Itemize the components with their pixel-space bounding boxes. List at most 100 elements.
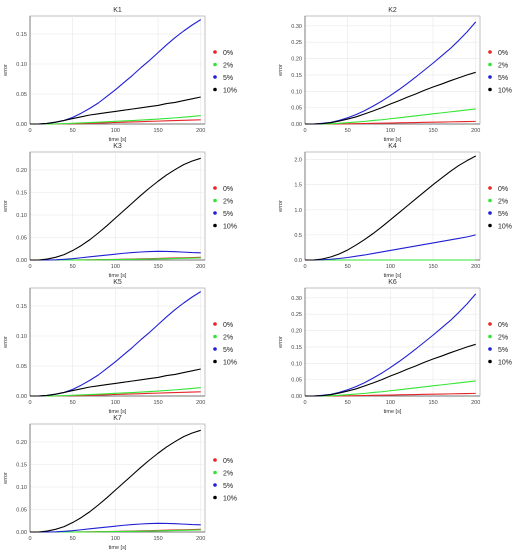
y-tick-label: 0.00: [291, 122, 302, 128]
legend-marker-0pct: [488, 50, 492, 54]
legend-label: 5%: [223, 347, 233, 354]
legend-marker-2pct: [213, 198, 217, 203]
chart-title: K1: [113, 7, 122, 14]
x-tick-label: 150: [153, 536, 162, 542]
chart-title: K7: [113, 415, 122, 422]
x-tick-label: 50: [70, 400, 76, 406]
plot-frame: [29, 151, 206, 261]
x-tick-label: 200: [471, 128, 480, 134]
legend-label: 5%: [223, 483, 233, 490]
series-line-10pct: [30, 96, 201, 125]
y-tick-label: 0.10: [16, 213, 27, 219]
x-tick-label: 150: [428, 128, 437, 134]
x-tick-label: 100: [111, 128, 120, 134]
legend-label: 0%: [498, 322, 508, 329]
y-tick-label: 0.05: [16, 92, 27, 98]
legend-label: 5%: [498, 347, 508, 354]
y-tick-label: 2.0: [294, 158, 302, 164]
series-line-2pct: [30, 115, 201, 125]
plot-frame: [29, 287, 206, 397]
y-tick-label: 0.05: [291, 378, 302, 384]
legend-label: 2%: [498, 63, 508, 70]
x-tick-label: 200: [471, 400, 480, 406]
legend-marker-10pct: [213, 223, 217, 228]
legend-marker-0pct: [213, 458, 217, 462]
legend-label: 2%: [498, 335, 508, 342]
legend-label: 5%: [498, 211, 508, 218]
y-tick-label: 0.5: [294, 233, 302, 239]
legend-label: 2%: [223, 471, 233, 478]
series-line-10pct: [30, 157, 201, 261]
y-axis-label: error: [3, 472, 9, 484]
series-line-10pct: [305, 71, 476, 125]
x-tick-label: 200: [196, 128, 205, 134]
x-tick-label: 0: [303, 264, 306, 270]
x-tick-label: 100: [111, 400, 120, 406]
x-tick-label: 150: [153, 128, 162, 134]
series-line-5pct: [30, 522, 201, 533]
series-line-5pct: [305, 234, 476, 261]
legend-label: 10%: [223, 360, 237, 367]
x-axis-label: time [s]: [109, 409, 127, 415]
y-tick-label: 0.00: [16, 530, 27, 536]
series-line-2pct: [30, 387, 201, 397]
chart-panel-k6: K6 0 50 100 150 200 0.00 0.05 0.10 0.15 0.20 0.25 0.…: [278, 279, 512, 415]
x-axis-label: time [s]: [109, 545, 127, 550]
y-tick-label: 0.20: [16, 168, 27, 174]
legend-marker-2pct: [488, 334, 492, 339]
x-tick-label: 100: [386, 264, 395, 270]
legend-label: 10%: [498, 224, 512, 231]
legend-label: 0%: [223, 458, 233, 465]
chart-panel-k1: K1 0 50 100 150 200 0.00 0.05 0.10 0.15 time [s] er…: [3, 7, 237, 143]
legend-label: 10%: [223, 224, 237, 231]
x-tick-label: 200: [196, 264, 205, 270]
y-tick-label: 0.15: [16, 32, 27, 38]
chart-panel-k7: K7 0 50 100 150 200 0.00 0.05 0.10 0.15 0.20 time […: [3, 415, 237, 551]
x-tick-label: 100: [111, 264, 120, 270]
x-tick-label: 100: [386, 128, 395, 134]
legend-marker-10pct: [488, 87, 492, 92]
legend-label: 0%: [498, 186, 508, 193]
y-tick-label: 0.15: [16, 463, 27, 469]
legend-marker-10pct: [213, 359, 217, 364]
x-tick-label: 50: [345, 264, 351, 270]
series-line-2pct: [305, 380, 476, 397]
series-line-2pct: [305, 108, 476, 125]
x-tick-label: 0: [28, 536, 31, 542]
x-tick-label: 0: [28, 128, 31, 134]
y-tick-label: 0.15: [291, 73, 302, 79]
y-axis-label: error: [278, 200, 284, 212]
x-tick-label: 150: [428, 264, 437, 270]
x-tick-label: 50: [70, 264, 76, 270]
legend-marker-5pct: [213, 75, 217, 79]
y-tick-label: 0.05: [291, 106, 302, 112]
legend-label: 0%: [223, 322, 233, 329]
y-tick-label: 1.5: [294, 183, 302, 189]
y-tick-label: 0.10: [16, 62, 27, 68]
legend-label: 0%: [223, 186, 233, 193]
legend-marker-10pct: [488, 359, 492, 364]
x-tick-label: 50: [345, 128, 351, 134]
x-tick-label: 100: [386, 400, 395, 406]
y-axis-label: error: [3, 64, 9, 76]
series-line-10pct: [305, 343, 476, 397]
y-axis-label: error: [3, 336, 9, 348]
y-axis-label: error: [278, 336, 284, 348]
legend-marker-5pct: [213, 483, 217, 487]
legend-label: 10%: [223, 88, 237, 95]
chart-title: K4: [388, 143, 397, 150]
legend-marker-2pct: [213, 334, 217, 339]
y-tick-label: 1.0: [294, 208, 302, 214]
chart-panel-k3: K3 0 50 100 150 200 0.00 0.05 0.10 0.15 0.20 time […: [3, 143, 237, 279]
legend-label: 5%: [223, 211, 233, 218]
chart-panel-k4: K4 0 50 100 150 200 0.0 0.5 1.0 1.5 2.0 time [s] err…: [278, 143, 512, 279]
x-tick-label: 50: [70, 536, 76, 542]
y-tick-label: 0.10: [16, 334, 27, 340]
legend-label: 10%: [498, 360, 512, 367]
legend-marker-2pct: [213, 62, 217, 67]
legend-marker-0pct: [213, 186, 217, 190]
legend-marker-5pct: [213, 211, 217, 215]
x-axis-label: time [s]: [384, 137, 402, 143]
y-tick-label: 0.30: [291, 296, 302, 302]
x-tick-label: 100: [111, 536, 120, 542]
